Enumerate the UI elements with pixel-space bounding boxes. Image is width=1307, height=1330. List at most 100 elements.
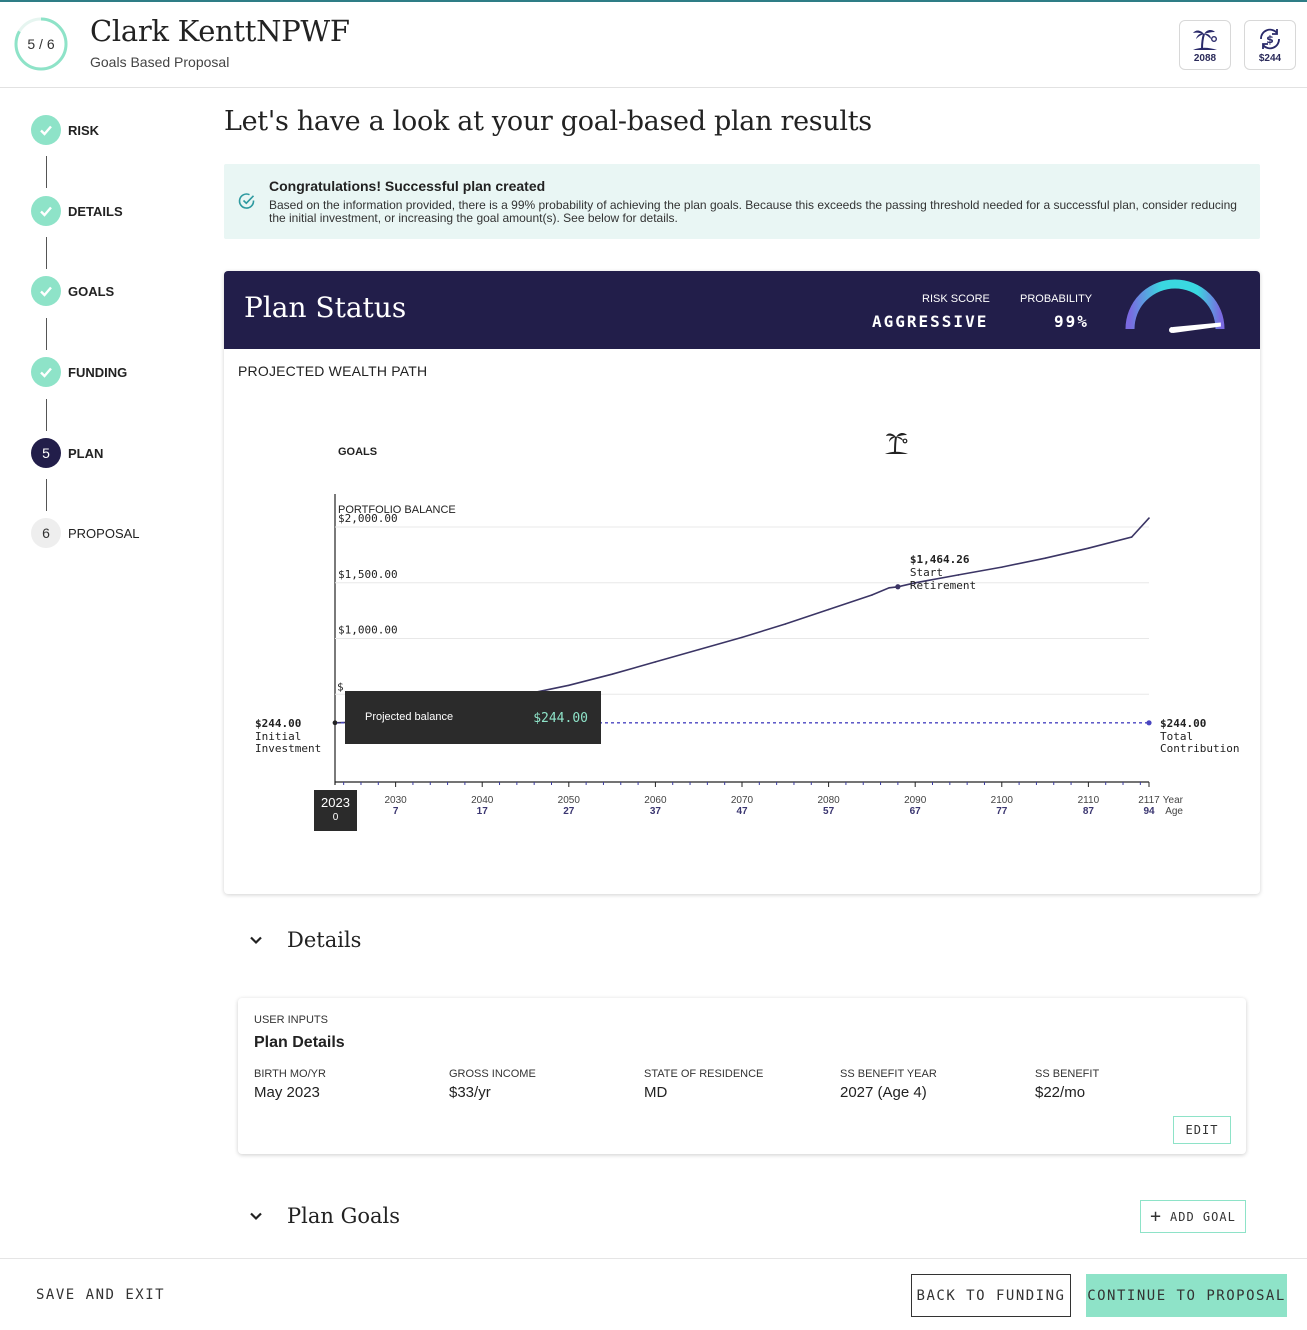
- x-tick-year: 2100: [991, 795, 1014, 806]
- x-tick-year: 2040: [471, 795, 494, 806]
- step-label: FUNDING: [68, 364, 128, 380]
- plus-icon: +: [1150, 1205, 1163, 1227]
- add-goal-label: ADD GOAL: [1170, 1209, 1236, 1224]
- x-unit-year: Year: [1163, 795, 1184, 806]
- field-value: 2027 (Age 4): [840, 1084, 927, 1101]
- success-title: Congratulations! Successful plan created: [269, 178, 546, 194]
- projected-balance-point: [611, 673, 613, 675]
- x-tick-age: 57: [823, 806, 835, 817]
- details-section-toggle[interactable]: Details: [248, 925, 361, 955]
- projected-balance-point: [1087, 547, 1090, 549]
- add-goal-button[interactable]: + ADD GOAL: [1140, 1200, 1246, 1233]
- y-tick-label: $1,000.00: [338, 624, 398, 637]
- x-tick-age: 47: [736, 806, 748, 817]
- field-value: May 2023: [254, 1084, 320, 1101]
- retirement-value: $1,464.26: [910, 553, 970, 566]
- projected-balance-point: [654, 661, 657, 663]
- tooltip-age: 0: [332, 812, 339, 823]
- retirement-label: Start: [910, 566, 943, 579]
- plan-status-bar: Plan Status RISK SCORE AGGRESSIVE PROBAB…: [224, 271, 1260, 349]
- x-tick-year: 2060: [644, 795, 667, 806]
- projected-balance-point: [1148, 517, 1150, 519]
- step-label: PLAN: [68, 445, 104, 461]
- retirement-label: Retirement: [910, 579, 976, 592]
- initial-investment-label: Initial: [255, 730, 301, 743]
- y-tick-label: $2,000.00: [338, 512, 398, 525]
- total-contribution-point: [1146, 720, 1152, 726]
- palm-tree-icon[interactable]: [885, 432, 908, 454]
- field-birth: BIRTH MO/YR May 2023: [254, 1068, 326, 1101]
- x-tick-year: 2090: [904, 795, 927, 806]
- total-contribution-label: Total: [1160, 730, 1193, 743]
- initial-investment-value: $244.00: [255, 717, 301, 730]
- probability-value: 99%: [1054, 312, 1089, 331]
- plan-details-title: Plan Details: [254, 1034, 345, 1051]
- field-ss-benefit: SS BENEFIT $22/mo: [1035, 1068, 1099, 1101]
- x-tick-age: 37: [650, 806, 662, 817]
- wealth-path-chart: GOALS PORTFOLIO BALANCE $2,000.00 $1,500.…: [255, 432, 1239, 817]
- tooltip-balance-value: $244.00: [533, 711, 588, 726]
- field-value: MD: [644, 1084, 668, 1101]
- field-label: SS BENEFIT YEAR: [840, 1068, 937, 1080]
- step-label: GOALS: [68, 283, 115, 299]
- progress-ring: 5 / 6: [13, 16, 69, 72]
- step-connector: [46, 399, 47, 431]
- client-name: Clark KenttNPWF: [90, 14, 350, 48]
- chevron-down-icon: [250, 936, 262, 945]
- step-label: DETAILS: [68, 203, 123, 219]
- y-tick-label: $: [337, 680, 344, 693]
- step-risk[interactable]: RISK: [31, 114, 99, 146]
- x-tick-age: 77: [996, 806, 1008, 817]
- details-section-title: Details: [287, 928, 362, 952]
- x-tick-year: 2030: [384, 795, 407, 806]
- plan-goals-section-toggle[interactable]: Plan Goals: [248, 1201, 400, 1231]
- step-proposal[interactable]: 6 PROPOSAL: [31, 517, 140, 549]
- projected-balance-point: [1130, 536, 1133, 538]
- progress-text: 5 / 6: [27, 36, 55, 52]
- funding-amount: $244: [1258, 53, 1282, 64]
- x-tick-year: 2080: [817, 795, 840, 806]
- field-label: SS BENEFIT: [1035, 1068, 1100, 1080]
- projected-balance-point: [888, 586, 891, 589]
- x-tick-age: 17: [477, 806, 489, 817]
- projected-balance-point: [914, 581, 916, 584]
- check-icon: [31, 115, 61, 145]
- plan-details-card: USER INPUTS Plan Details BIRTH MO/YR May…: [238, 998, 1246, 1154]
- initial-investment-label: Investment: [255, 742, 321, 755]
- field-value: $22/mo: [1035, 1084, 1086, 1101]
- step-plan[interactable]: 5 PLAN: [31, 437, 103, 469]
- user-inputs-label: USER INPUTS: [254, 1014, 328, 1026]
- total-contribution-value: $244.00: [1160, 717, 1206, 730]
- palm-tree-icon: [1193, 29, 1218, 50]
- page-header: 5 / 6 Clark KenttNPWF Goals Based Propos…: [0, 2, 1307, 88]
- chevron-down-icon: [250, 1212, 262, 1221]
- step-details[interactable]: DETAILS: [31, 195, 123, 227]
- projected-balance-point: [1044, 557, 1046, 560]
- svg-text:$: $: [1266, 33, 1274, 46]
- x-tick-year: 2110: [1078, 795, 1100, 806]
- projected-balance-point: [784, 623, 787, 625]
- funding-badge[interactable]: $ $244: [1244, 20, 1296, 70]
- back-to-funding-button[interactable]: BACK TO FUNDING: [911, 1274, 1071, 1317]
- retirement-goal-badge[interactable]: 2088: [1179, 20, 1231, 70]
- probability-gauge: [1125, 279, 1225, 333]
- x-tick-age: 87: [1083, 806, 1095, 817]
- continue-to-proposal-button[interactable]: CONTINUE TO PROPOSAL: [1086, 1274, 1287, 1317]
- field-value: $33/yr: [449, 1084, 491, 1101]
- total-contribution-label: Contribution: [1160, 742, 1239, 755]
- risk-score-value: AGGRESSIVE: [872, 312, 989, 331]
- edit-button[interactable]: EDIT: [1173, 1116, 1231, 1144]
- field-income: GROSS INCOME $33/yr: [449, 1068, 536, 1101]
- x-tick-year: 2070: [731, 795, 754, 806]
- balance-tooltip: Projected balance $244.00: [345, 691, 601, 744]
- step-funding[interactable]: FUNDING: [31, 356, 127, 388]
- save-and-exit-link[interactable]: SAVE AND EXIT: [36, 1287, 166, 1303]
- projected-balance-point: [871, 594, 873, 596]
- goals-row-label: GOALS: [338, 446, 377, 458]
- step-connector: [46, 479, 47, 511]
- y-axis-label: PORTFOLIO BALANCE: [338, 504, 456, 516]
- top-accent-line: [0, 0, 1307, 2]
- step-goals[interactable]: GOALS: [31, 275, 114, 307]
- step-connector: [46, 237, 47, 269]
- year-tooltip: 2023 0: [314, 790, 357, 831]
